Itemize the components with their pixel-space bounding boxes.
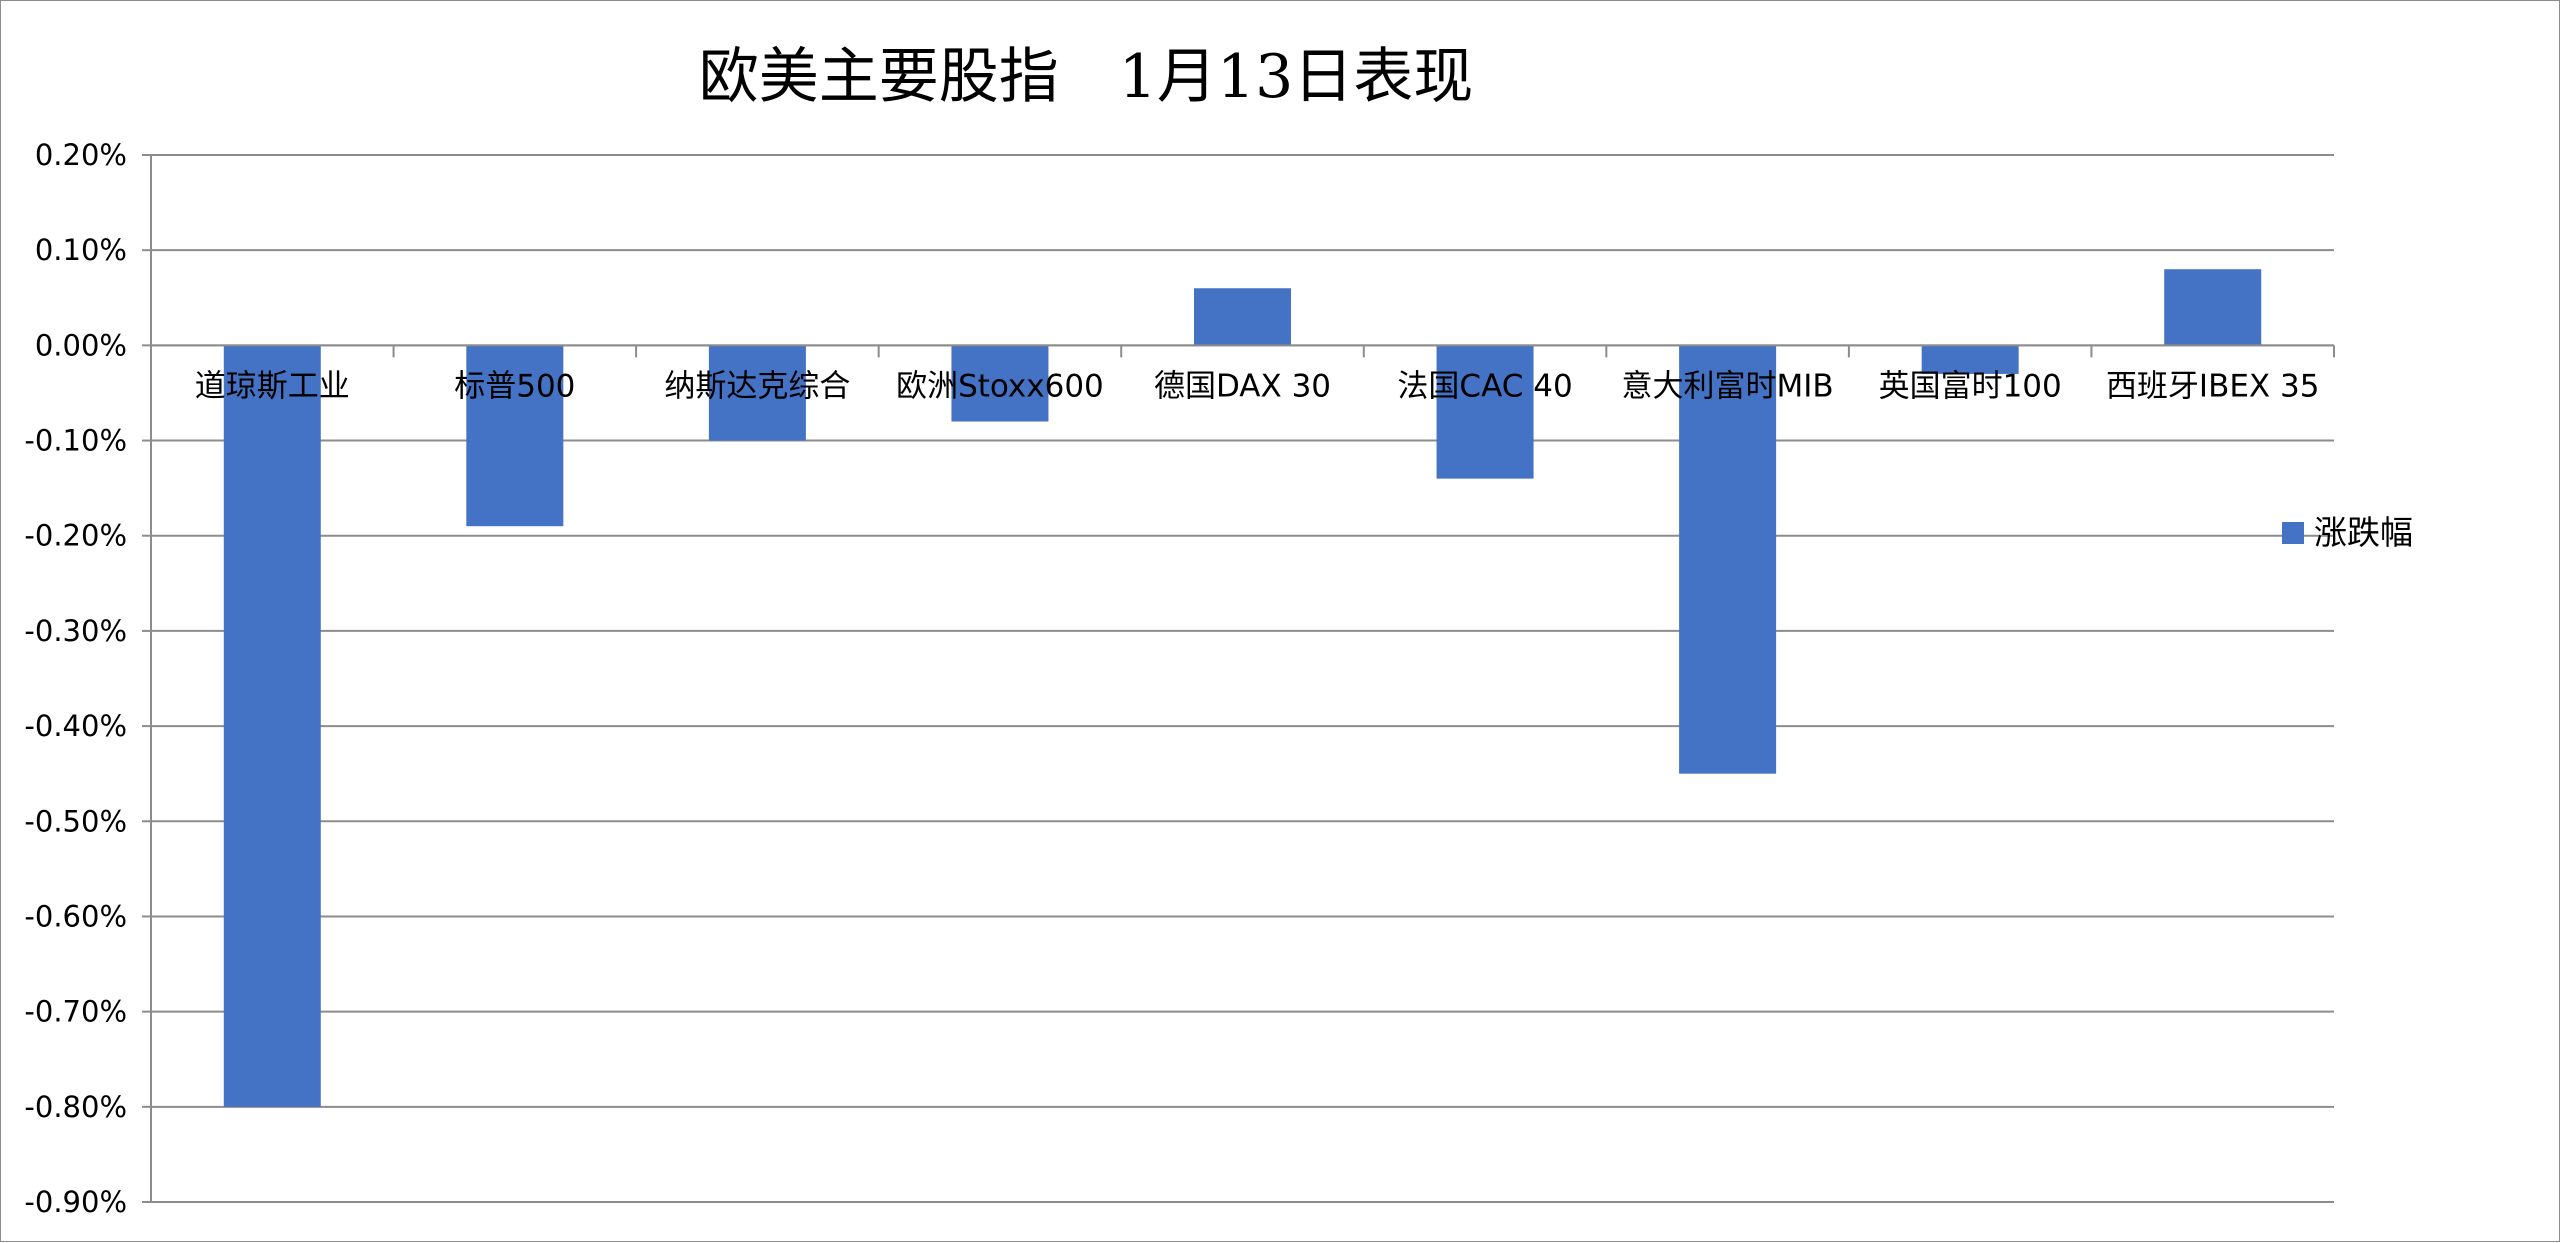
bar — [1194, 288, 1291, 346]
y-tick-label: 0.00% — [35, 328, 127, 362]
bar — [708, 345, 806, 441]
y-axis-tick-labels: 0.20% 0.10% 0.00% -0.10% -0.20% -0.30% -0.40% -… — [24, 138, 127, 1219]
y-tick-label: -0.10% — [24, 424, 127, 458]
bar — [2164, 269, 2262, 346]
category-label: 意大利富时MIB — [1622, 368, 1834, 404]
bar — [1436, 345, 1534, 479]
category-label: 道琼斯工业 — [195, 368, 350, 404]
category-label: 欧洲Stoxx600 — [896, 368, 1104, 404]
bar — [1679, 345, 1777, 774]
category-label: 西班牙IBEX 35 — [2106, 368, 2320, 404]
y-tick-label: -0.30% — [24, 614, 127, 648]
y-tick-label: 0.10% — [35, 233, 127, 267]
bar — [466, 345, 564, 527]
y-tick-label: -0.50% — [24, 804, 127, 838]
y-tick-label: -0.20% — [24, 519, 127, 553]
category-label: 纳斯达克综合 — [664, 368, 850, 404]
category-label: 标普500 — [454, 368, 575, 404]
category-label: 法国CAC 40 — [1397, 368, 1572, 404]
chart-title: 欧美主要股指 1月13日表现 — [699, 42, 1474, 112]
category-label: 德国DAX 30 — [1154, 368, 1331, 404]
bar — [951, 345, 1049, 422]
y-tick-label: -0.70% — [24, 995, 127, 1029]
bar — [1921, 345, 2019, 374]
bar — [223, 345, 321, 1107]
y-tick-label: -0.90% — [24, 1185, 127, 1219]
legend-swatch — [2282, 522, 2304, 544]
legend-label: 涨跌幅 — [2314, 513, 2413, 552]
category-labels: 道琼斯工业 标普500 纳斯达克综合 欧洲Stoxx600 德国DAX 30 法国CAC … — [195, 368, 2320, 404]
y-tick-label: -0.60% — [24, 899, 127, 933]
y-tick-label: 0.20% — [35, 138, 127, 172]
y-tick-label: -0.40% — [24, 709, 127, 743]
y-tick-label: -0.80% — [24, 1090, 127, 1124]
legend: 涨跌幅 — [2282, 513, 2413, 552]
bars — [223, 269, 2262, 1107]
axes — [142, 154, 2335, 1203]
category-label: 英国富时100 — [1879, 368, 2062, 404]
